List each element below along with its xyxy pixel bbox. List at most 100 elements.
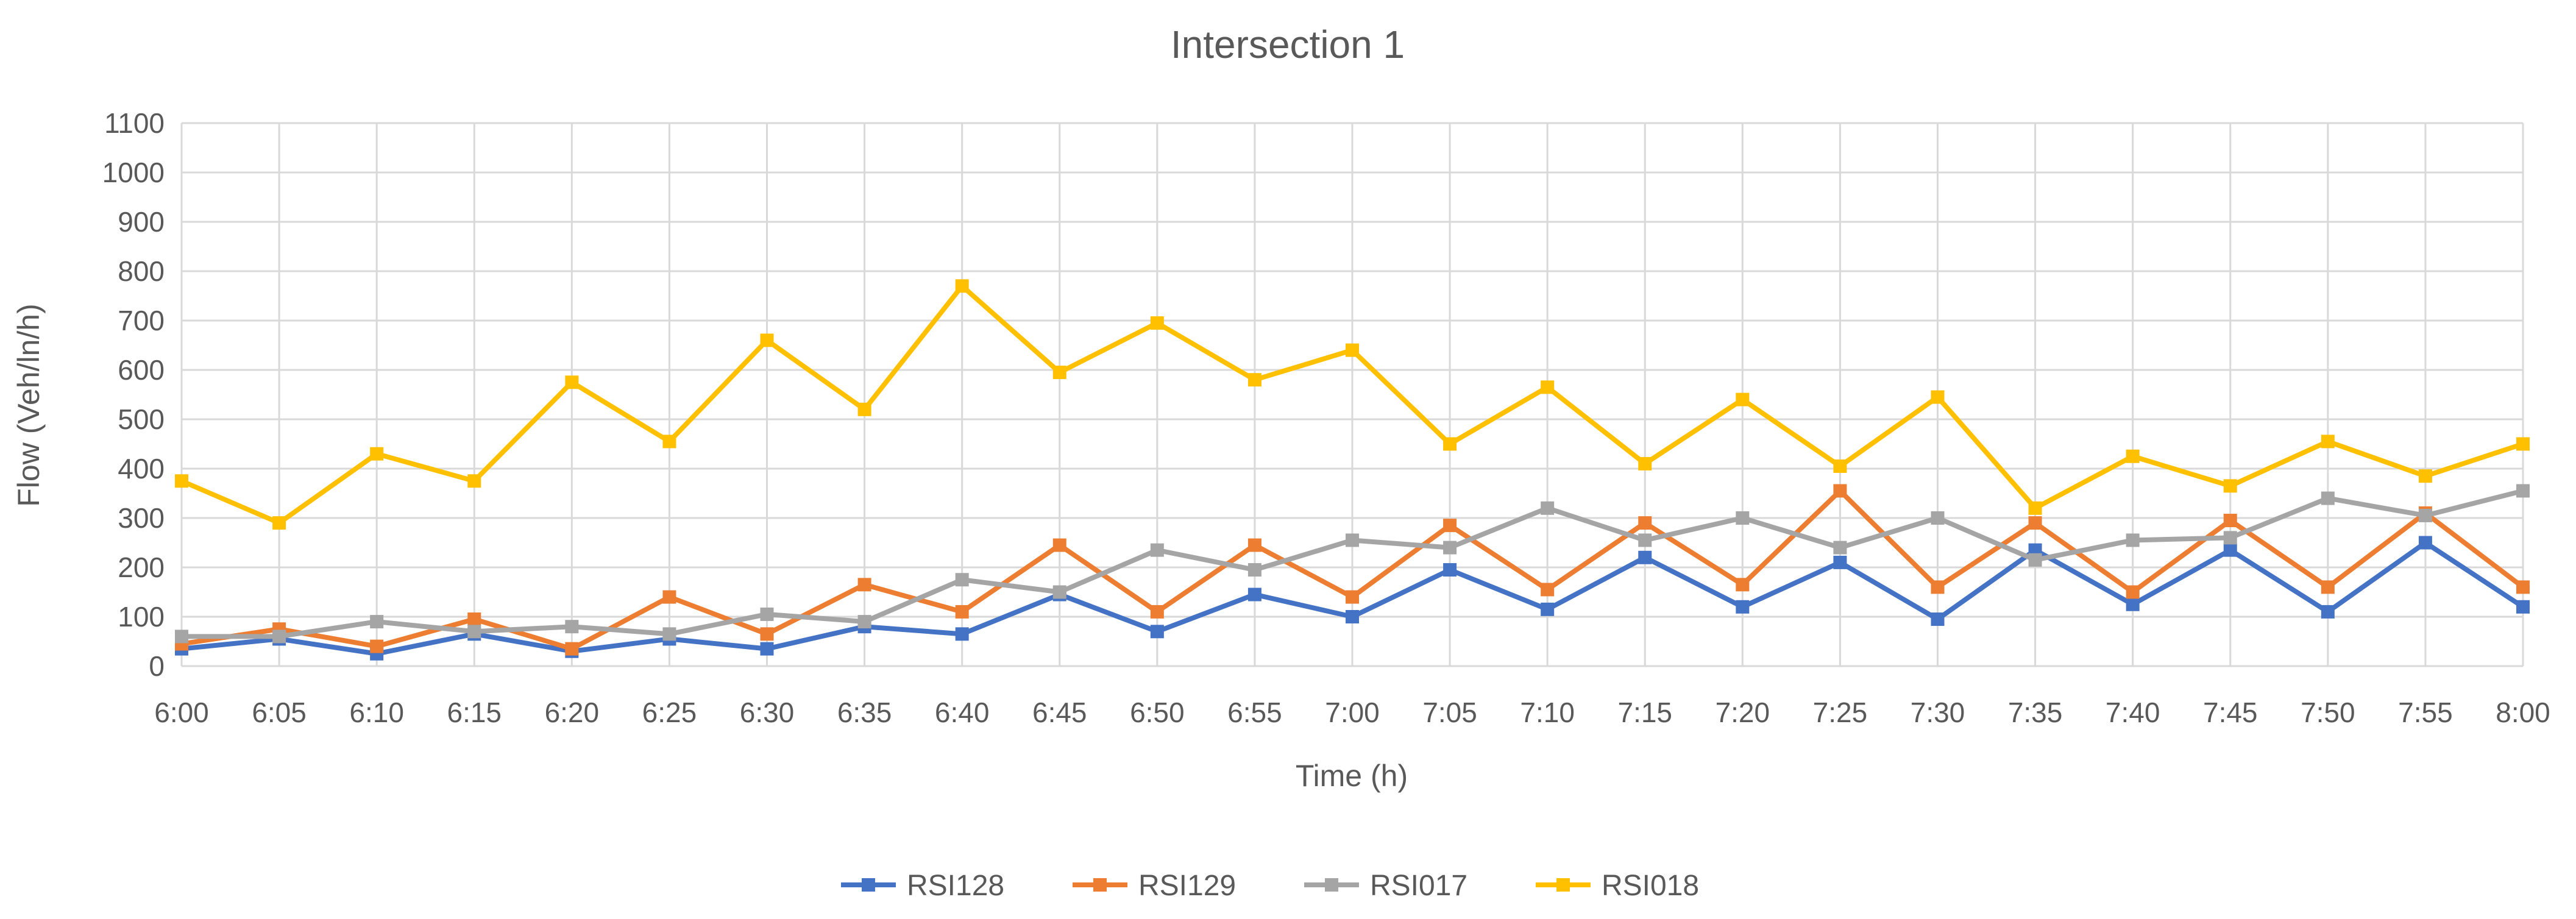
data-point [2223, 479, 2237, 493]
data-point [2418, 508, 2432, 522]
data-point [760, 607, 774, 621]
x-tick-label: 7:30 [1911, 697, 1965, 728]
data-point [1736, 600, 1750, 614]
data-point [1638, 456, 1652, 470]
y-tick-label: 0 [149, 650, 165, 682]
x-tick-label: 7:35 [2008, 697, 2063, 728]
data-point [2126, 533, 2140, 547]
data-point [1638, 516, 1652, 530]
data-point [1443, 541, 1457, 555]
legend-swatch-marker [1093, 878, 1107, 892]
data-point [467, 612, 481, 626]
data-point [1931, 511, 1945, 525]
y-axis-label: Flow (Veh/ln/h) [12, 303, 46, 506]
data-point [955, 605, 969, 619]
data-point [1346, 343, 1359, 357]
x-tick-label: 6:30 [740, 697, 795, 728]
data-point [1052, 538, 1066, 552]
data-point [662, 435, 676, 449]
x-tick-label: 6:25 [642, 697, 697, 728]
y-tick-label: 300 [118, 502, 165, 534]
x-tick-label: 7:00 [1325, 697, 1380, 728]
data-point [1052, 366, 1066, 380]
legend-item: RSI128 [841, 870, 1004, 902]
y-tick-label: 1100 [104, 107, 165, 139]
gridlines [180, 122, 2524, 667]
data-point [565, 620, 579, 634]
data-point [955, 573, 969, 587]
data-point [2028, 516, 2042, 530]
data-point [1541, 501, 1555, 515]
data-point [1833, 459, 1847, 473]
data-point [662, 590, 676, 604]
x-tick-label: 7:50 [2301, 697, 2355, 728]
legend-label: RSI018 [1602, 870, 1699, 902]
data-point [370, 615, 384, 629]
x-tick-label: 6:40 [935, 697, 990, 728]
data-point [272, 630, 286, 644]
data-point [370, 447, 384, 461]
data-point [1346, 533, 1359, 547]
x-tick-label: 7:40 [2106, 697, 2160, 728]
data-point [1833, 541, 1847, 555]
data-point [2223, 514, 2237, 528]
data-point [2516, 600, 2530, 614]
data-point [955, 279, 969, 293]
x-tick-label: 7:05 [1422, 697, 1477, 728]
data-point [2321, 580, 2335, 594]
data-point [175, 474, 188, 488]
data-point [1736, 511, 1750, 525]
data-point [857, 578, 871, 592]
data-point [1833, 555, 1847, 569]
x-tick-label: 7:55 [2398, 697, 2453, 728]
x-tick-label: 6:50 [1130, 697, 1185, 728]
data-point [2321, 491, 2335, 505]
data-point [760, 642, 774, 656]
series-layer [175, 279, 2530, 661]
y-axis-ticks: 0 100 200 300 400 500 600 700 800 900 1000 1100 [102, 107, 165, 682]
y-tick-label: 500 [118, 403, 165, 435]
x-tick-label: 6:05 [252, 697, 307, 728]
x-tick-label: 7:15 [1617, 697, 1672, 728]
data-point [1931, 580, 1945, 594]
data-point [662, 627, 676, 641]
data-point [1247, 373, 1261, 387]
legend-swatch-marker [1556, 878, 1570, 892]
x-tick-label: 6:20 [545, 697, 600, 728]
data-point [1346, 590, 1359, 604]
data-point [1736, 578, 1750, 592]
data-point [1052, 585, 1066, 599]
data-point [1150, 625, 1164, 639]
data-point [2028, 501, 2042, 515]
data-point [2028, 553, 2042, 567]
y-tick-label: 600 [118, 354, 165, 386]
data-point [857, 615, 871, 629]
data-point [2321, 435, 2335, 449]
data-point [370, 639, 384, 653]
data-point [2418, 469, 2432, 483]
data-point [175, 630, 188, 644]
x-axis-label: Time (h) [1296, 759, 1408, 793]
x-tick-label: 6:15 [447, 697, 502, 728]
data-point [1931, 612, 1945, 626]
legend-item: RSI017 [1304, 870, 1467, 902]
data-point [1833, 484, 1847, 498]
data-point [1443, 519, 1457, 533]
data-point [1638, 550, 1652, 564]
x-tick-label: 6:45 [1032, 697, 1087, 728]
x-tick-label: 7:25 [1813, 697, 1868, 728]
data-point [1443, 437, 1457, 451]
x-tick-label: 6:55 [1227, 697, 1282, 728]
data-point [1150, 543, 1164, 557]
data-point [1931, 390, 1945, 404]
chart-title: Intersection 1 [1171, 23, 1405, 66]
x-tick-label: 6:00 [154, 697, 209, 728]
x-tick-label: 6:10 [349, 697, 404, 728]
legend-swatch-marker [862, 878, 875, 892]
data-point [2321, 605, 2335, 619]
series-rsi018 [175, 279, 2530, 530]
data-point [2418, 536, 2432, 550]
x-tick-label: 7:10 [1520, 697, 1575, 728]
data-point [1247, 563, 1261, 577]
